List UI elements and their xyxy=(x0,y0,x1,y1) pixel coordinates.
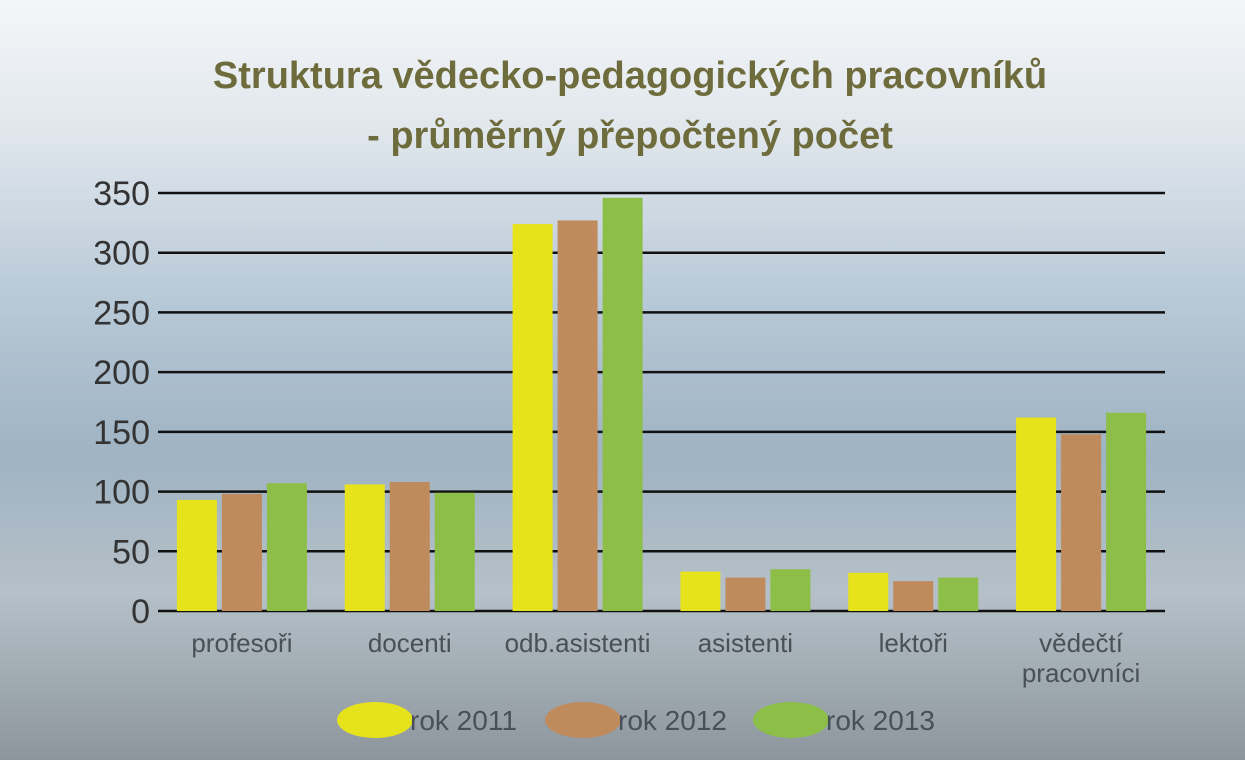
legend-label: rok 2011 xyxy=(410,705,517,736)
bar xyxy=(557,220,598,611)
bar xyxy=(434,492,475,611)
bar xyxy=(1106,412,1147,611)
bar xyxy=(389,482,430,611)
y-tick-label: 250 xyxy=(93,294,150,332)
bar xyxy=(602,197,643,611)
legend-swatch xyxy=(337,702,413,738)
bar xyxy=(344,484,385,611)
bar xyxy=(512,224,553,611)
y-tick-label: 350 xyxy=(93,175,150,213)
x-tick-label: lektoři xyxy=(878,628,948,658)
x-tick-label: vědečtí pracovníci xyxy=(1021,628,1141,688)
legend-swatch xyxy=(753,702,829,738)
y-tick-label: 50 xyxy=(112,533,150,571)
x-tick-label: asistenti xyxy=(697,628,794,658)
y-tick-label: 150 xyxy=(93,414,150,452)
bar xyxy=(680,571,721,611)
bar xyxy=(176,499,217,611)
y-tick-label: 200 xyxy=(93,354,150,392)
legend-label: rok 2012 xyxy=(618,705,727,736)
y-tick-label: 0 xyxy=(131,593,150,631)
legend-swatch xyxy=(545,702,621,738)
bar xyxy=(770,569,811,611)
bar xyxy=(725,577,766,611)
bar xyxy=(848,572,889,611)
bar xyxy=(938,577,979,611)
bar xyxy=(893,581,934,611)
chart-subtitle: - průměrný přepočtený počet xyxy=(367,115,893,157)
legend-label: rok 2013 xyxy=(826,705,935,736)
bar xyxy=(266,483,307,611)
y-tick-label: 300 xyxy=(93,235,150,273)
chart-title: Struktura vědecko-pedagogických pracovní… xyxy=(213,55,1047,97)
bar xyxy=(221,493,262,611)
bar xyxy=(1016,417,1057,611)
x-tick-label: odb.asistenti xyxy=(504,628,651,658)
x-tick-label: profesoři xyxy=(191,628,293,658)
bar xyxy=(1061,434,1102,611)
x-tick-label: docenti xyxy=(367,628,452,658)
y-tick-label: 100 xyxy=(93,474,150,512)
